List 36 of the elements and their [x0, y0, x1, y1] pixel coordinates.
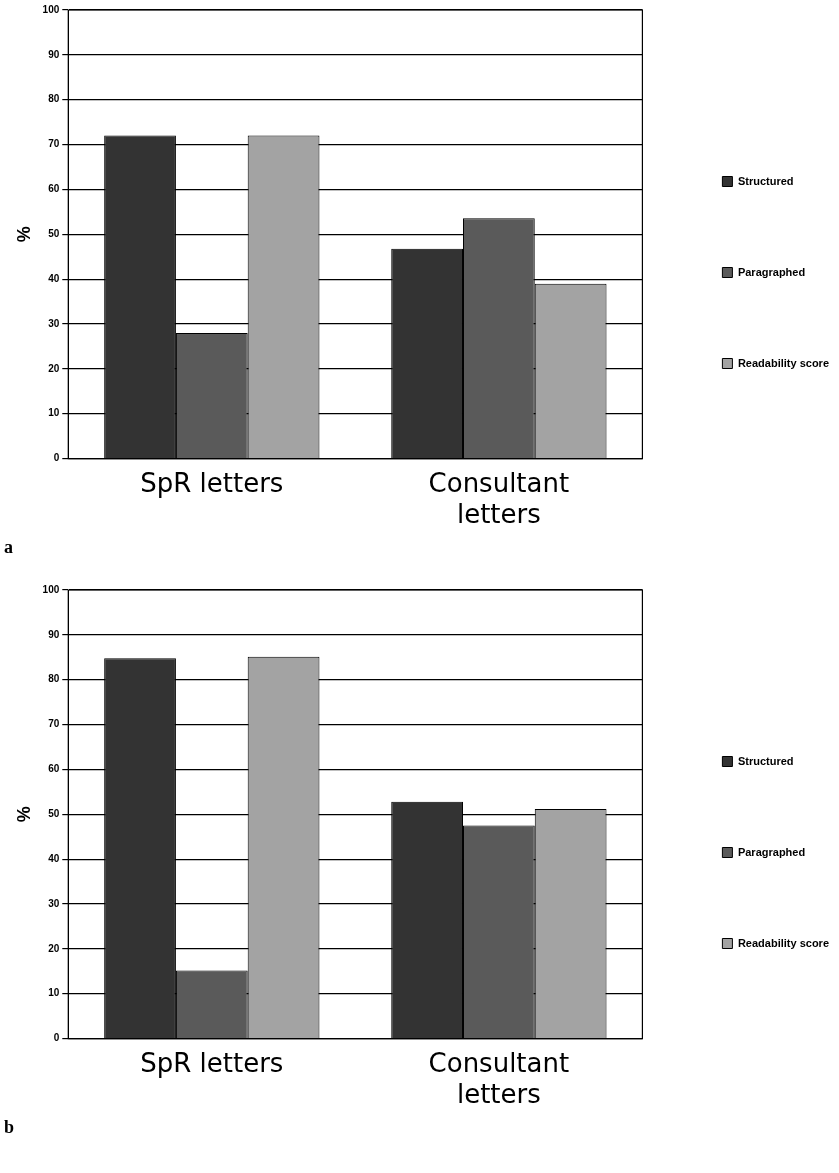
x-tick-label: SpR letters: [140, 467, 284, 498]
y-tick-label: 40: [48, 852, 60, 864]
y-tick-label: 40: [48, 272, 60, 284]
y-tick-label: 50: [48, 808, 60, 820]
y-tick-label: 0: [53, 1032, 60, 1044]
legend-label: Readability score: [737, 356, 829, 369]
y-tick-label: 30: [48, 317, 60, 329]
text: a: [4, 537, 13, 558]
text: b: [4, 1117, 15, 1138]
y-tick-label: 10: [48, 407, 60, 419]
y-tick-label: 100: [42, 583, 60, 595]
y-tick-label: 10: [48, 987, 60, 999]
y-tick-label: 50: [48, 228, 60, 240]
y-tick-label: 60: [48, 183, 60, 195]
y-tick-label: 60: [48, 763, 60, 775]
y-tick-label: 100: [42, 3, 60, 15]
legend-label: Readability score: [737, 936, 829, 949]
legend-label: Structured: [737, 754, 794, 767]
x-tick-label: SpR letters: [140, 1047, 284, 1078]
legend-label: Paragraphed: [737, 265, 806, 278]
x-tick-label: Consultant letters: [428, 1047, 570, 1110]
y-tick-label: 30: [48, 897, 60, 909]
y-axis-title: %: [13, 226, 34, 243]
y-tick-label: 90: [48, 48, 60, 60]
y-tick-label: 20: [48, 942, 60, 954]
x-tick-label: Consultant letters: [428, 467, 570, 530]
y-tick-label: 80: [48, 93, 60, 105]
y-tick-label: 20: [48, 362, 60, 374]
y-axis-title: %: [13, 806, 34, 823]
y-tick-label: 70: [48, 718, 60, 730]
legend-label: Structured: [737, 174, 794, 187]
legend-label: Paragraphed: [737, 845, 806, 858]
y-tick-label: 70: [48, 138, 60, 150]
y-tick-label: 80: [48, 673, 60, 685]
y-tick-label: 90: [48, 628, 60, 640]
y-tick-label: 0: [53, 452, 60, 464]
